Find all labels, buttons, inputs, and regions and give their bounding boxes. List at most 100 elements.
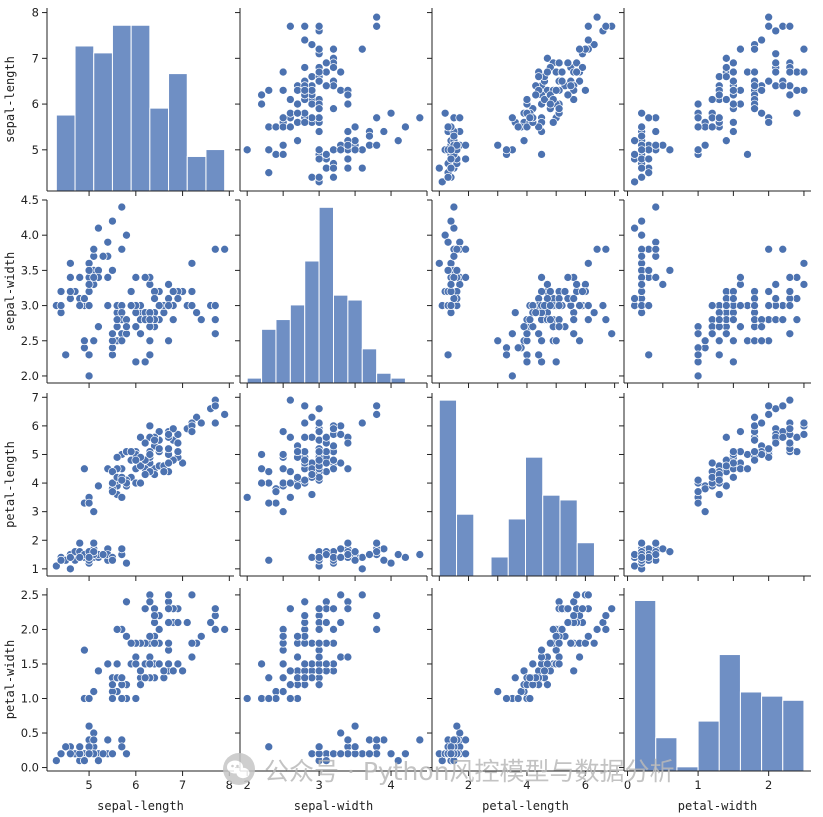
scatter-point bbox=[583, 590, 593, 600]
scatter-point bbox=[164, 604, 173, 614]
scatter-point bbox=[415, 113, 425, 123]
scatter-point bbox=[750, 447, 759, 456]
panel-petal-width-vs-sepal-length: 5 6 7 8 0.0 0.5 1.0 1.5 2.0 2.5 bbox=[21, 588, 234, 792]
panel-sepal-length-vs-petal-length bbox=[427, 8, 619, 196]
scatter-point bbox=[321, 467, 331, 476]
scatter-point bbox=[729, 473, 738, 482]
scatter-point bbox=[721, 329, 731, 339]
scatter-point bbox=[136, 432, 145, 442]
scatter-point bbox=[264, 467, 274, 476]
scatter-point bbox=[164, 444, 173, 454]
scatter-point bbox=[357, 564, 367, 574]
scatter-point bbox=[750, 301, 759, 310]
scatter-point bbox=[601, 244, 611, 254]
scatter-point bbox=[764, 12, 774, 22]
scatter-point bbox=[126, 287, 136, 296]
y-axis-label-sepal-width: sepal-width bbox=[3, 252, 17, 331]
scatter-point bbox=[446, 163, 456, 173]
scatter-point bbox=[343, 127, 353, 136]
scatter-point bbox=[314, 154, 324, 164]
scatter-point bbox=[321, 458, 331, 468]
scatter-point bbox=[461, 154, 470, 164]
scatter-point bbox=[278, 67, 288, 77]
scatter-point bbox=[314, 44, 324, 54]
scatter-point bbox=[89, 244, 99, 254]
scatter-point bbox=[785, 424, 795, 434]
scatter-point bbox=[630, 150, 639, 159]
scatter-point bbox=[630, 136, 639, 146]
scatter-point bbox=[598, 301, 608, 310]
scatter-point bbox=[446, 145, 456, 155]
scatter-point bbox=[178, 458, 187, 468]
scatter-point bbox=[300, 21, 310, 31]
scatter-point bbox=[630, 223, 639, 233]
y-tick-label: 7 bbox=[32, 51, 39, 65]
scatter-point bbox=[799, 67, 809, 77]
scatter-point bbox=[563, 604, 573, 614]
scatter-point bbox=[286, 95, 295, 104]
scatter-point bbox=[314, 67, 324, 77]
scatter-point bbox=[84, 301, 94, 310]
y-tick-label: 4.5 bbox=[21, 193, 39, 207]
scatter-point bbox=[300, 597, 310, 607]
y-tick-label: 2.0 bbox=[21, 622, 39, 636]
scatter-point bbox=[393, 136, 403, 146]
hist-bar bbox=[74, 45, 95, 192]
scatter-point bbox=[525, 113, 535, 123]
scatter-point bbox=[300, 418, 310, 428]
scatter-point bbox=[637, 172, 646, 182]
scatter-point bbox=[757, 336, 766, 346]
scatter-point bbox=[554, 659, 564, 669]
scatter-point bbox=[729, 336, 738, 346]
scatter-point bbox=[778, 81, 788, 91]
panel-petal-length-vs-petal-length bbox=[427, 393, 619, 581]
scatter-point bbox=[785, 273, 795, 282]
hist-bar bbox=[130, 24, 151, 192]
scatter-point bbox=[554, 58, 564, 68]
scatter-point bbox=[94, 756, 103, 765]
scatter-point bbox=[293, 108, 302, 118]
scatter-point bbox=[507, 329, 517, 339]
scatter-point bbox=[707, 458, 717, 468]
hist-bar bbox=[634, 599, 657, 772]
hist-bar bbox=[739, 691, 763, 772]
scatter-point bbox=[126, 301, 136, 310]
scatter-point bbox=[131, 273, 141, 282]
scatter-point bbox=[449, 251, 459, 261]
scatter-point bbox=[187, 287, 197, 296]
scatter-point bbox=[307, 553, 317, 562]
scatter-point bbox=[314, 435, 324, 445]
scatter-point bbox=[736, 322, 745, 332]
scatter-point bbox=[693, 371, 703, 381]
scatter-point bbox=[293, 136, 302, 146]
scatter-point bbox=[637, 553, 646, 562]
scatter-point bbox=[136, 680, 145, 690]
scatter-point bbox=[357, 44, 367, 54]
scatter-point bbox=[644, 301, 654, 310]
y-tick-label: 5 bbox=[32, 143, 39, 157]
scatter-point bbox=[117, 475, 127, 485]
scatter-point bbox=[271, 694, 281, 703]
watermark: 公众号 · Python风控模型与数据分析 bbox=[223, 753, 675, 786]
scatter-point bbox=[314, 127, 324, 136]
panel-petal-length-vs-petal-width bbox=[619, 393, 811, 581]
scatter-point bbox=[721, 136, 731, 146]
scatter-point bbox=[379, 735, 389, 745]
y-tick-label: 0.5 bbox=[21, 726, 39, 740]
scatter-point bbox=[154, 427, 164, 436]
scatter-point bbox=[66, 259, 75, 268]
scatter-point bbox=[210, 418, 220, 428]
scatter-point bbox=[278, 507, 288, 517]
scatter-point bbox=[778, 244, 788, 254]
scatter-point bbox=[89, 273, 99, 282]
scatter-point bbox=[799, 430, 809, 439]
panel-petal-length-vs-sepal-length: 1 2 3 4 5 6 7 bbox=[32, 390, 234, 581]
scatter-point bbox=[443, 122, 453, 132]
scatter-point bbox=[173, 447, 183, 456]
scatter-point bbox=[589, 638, 599, 648]
scatter-point bbox=[264, 555, 274, 565]
scatter-point bbox=[729, 357, 738, 367]
scatter-point bbox=[792, 85, 802, 95]
scatter-point bbox=[187, 638, 197, 648]
wechat-icon bbox=[223, 753, 255, 785]
